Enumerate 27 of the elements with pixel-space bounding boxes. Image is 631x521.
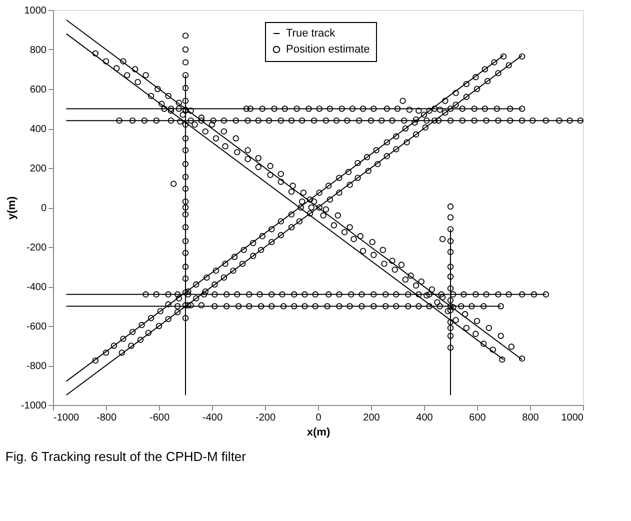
y-axis-title: y(m)	[6, 196, 18, 220]
x-tick-label: -400	[202, 412, 223, 424]
y-tick-label: 0	[40, 203, 47, 214]
y-tick-label: -600	[26, 322, 47, 332]
legend-label: True track	[286, 28, 336, 40]
y-tick-label: 200	[30, 164, 47, 174]
y-tick-label: -800	[26, 361, 47, 372]
x-axis-title: x(m)	[306, 426, 330, 438]
y-tick-label: 1000	[24, 6, 47, 16]
caption: Fig. 6 Tracking result of the CPHD-M filter	[5, 449, 247, 464]
x-tick-label: 200	[363, 412, 380, 424]
legend-label: Position estimate	[286, 44, 370, 56]
y-tick-label: -400	[26, 282, 47, 293]
x-tick-label: -600	[149, 412, 170, 424]
y-tick-label: 800	[30, 45, 47, 56]
x-tick-label: -800	[96, 412, 117, 424]
x-tick-label: 0	[316, 412, 322, 424]
x-tick-label: 800	[522, 412, 540, 424]
x-tick-label: -1000	[54, 412, 80, 424]
x-tick-label: 600	[469, 412, 486, 424]
y-tick-label: -200	[26, 242, 47, 254]
x-tick-label: 400	[416, 412, 434, 424]
x-tick-label: -200	[255, 412, 276, 424]
y-tick-label: 400	[30, 124, 47, 135]
x-tick-label: 1000	[561, 412, 584, 424]
y-tick-label: -1000	[20, 400, 47, 412]
y-tick-label: 600	[30, 84, 47, 96]
